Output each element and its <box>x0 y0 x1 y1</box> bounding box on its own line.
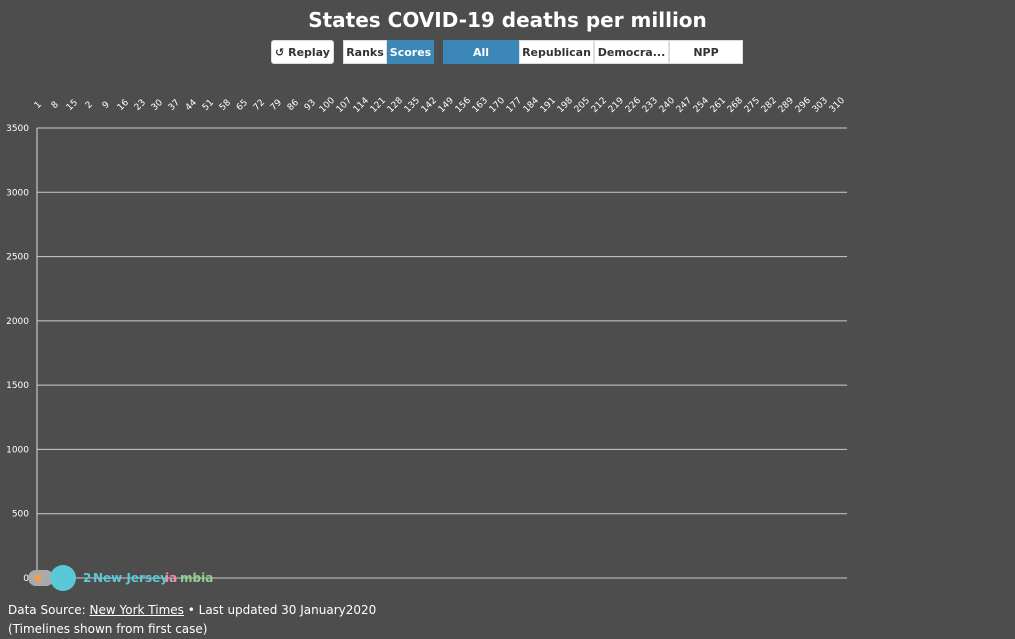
x-tick-label: 15 <box>65 98 80 113</box>
x-tick-label: 240 <box>658 96 677 115</box>
filter-republican[interactable]: Republican <box>519 40 594 64</box>
x-tick-label: 226 <box>624 96 643 115</box>
x-tick-label: 107 <box>335 96 354 115</box>
x-tick-label: 16 <box>116 98 131 113</box>
y-tick-label: 2500 <box>6 253 29 263</box>
x-tick-label: 275 <box>743 96 762 115</box>
x-tick-label: 282 <box>760 96 779 115</box>
x-tick-label: 1 <box>33 100 44 111</box>
x-tick-label: 2 <box>84 100 95 111</box>
y-tick-label: 1000 <box>6 445 29 455</box>
series-label: New Jersey <box>93 571 168 585</box>
x-tick-label: 205 <box>573 96 592 115</box>
scores-button[interactable]: Scores <box>387 40 434 64</box>
data-point <box>34 574 42 582</box>
x-tick-label: 219 <box>607 96 626 115</box>
y-tick-label: 3500 <box>6 124 29 134</box>
series-label: 2 <box>83 571 91 585</box>
x-tick-label: 303 <box>811 96 830 115</box>
x-tick-label: 233 <box>641 96 660 115</box>
source-link[interactable]: New York Times <box>89 603 184 617</box>
x-tick-label: 142 <box>420 96 439 115</box>
x-tick-label: 65 <box>235 98 250 113</box>
source-prefix: Data Source: <box>8 603 90 617</box>
series-label: mbia <box>180 571 213 585</box>
x-tick-label: 247 <box>675 96 694 115</box>
ranks-button[interactable]: Ranks <box>343 40 387 64</box>
x-tick-label: 212 <box>590 96 609 115</box>
x-tick-label: 58 <box>218 98 233 113</box>
x-tick-label: 30 <box>150 98 165 113</box>
x-tick-label: 114 <box>352 96 371 115</box>
footer-note: (Timelines shown from first case) <box>8 622 208 636</box>
x-tick-label: 86 <box>286 98 301 113</box>
x-tick-label: 149 <box>437 96 456 115</box>
x-tick-label: 44 <box>184 98 199 113</box>
x-tick-label: 72 <box>252 98 267 113</box>
x-tick-label: 128 <box>386 96 405 115</box>
replay-icon: ↺ <box>275 45 289 59</box>
x-tick-label: 177 <box>505 96 524 115</box>
x-tick-label: 163 <box>471 96 490 115</box>
x-tick-label: 289 <box>777 96 796 115</box>
last-updated: • Last updated 30 January2020 <box>183 603 377 617</box>
filter-all[interactable]: All <box>443 40 519 64</box>
x-tick-label: 156 <box>454 96 473 115</box>
x-tick-label: 37 <box>167 98 182 113</box>
x-tick-label: 184 <box>522 96 541 115</box>
replay-label: Replay <box>288 45 330 59</box>
x-tick-label: 121 <box>369 96 388 115</box>
x-tick-label: 198 <box>556 96 575 115</box>
x-tick-label: 191 <box>539 96 558 115</box>
x-tick-label: 310 <box>828 96 847 115</box>
filter-democrat[interactable]: Democra... <box>594 40 669 64</box>
x-tick-label: 51 <box>201 98 216 113</box>
x-tick-label: 9 <box>101 100 112 111</box>
x-tick-label: 93 <box>303 98 318 113</box>
data-point <box>50 565 76 591</box>
x-tick-label: 268 <box>726 96 745 115</box>
x-tick-label: 79 <box>269 98 284 113</box>
page-title: States COVID-19 deaths per million <box>308 8 707 32</box>
x-tick-label: 170 <box>488 96 507 115</box>
series-label: ia <box>165 571 177 585</box>
y-tick-label: 2000 <box>6 317 29 327</box>
x-tick-label: 8 <box>50 100 61 111</box>
filter-npp[interactable]: NPP <box>669 40 743 64</box>
x-tick-label: 261 <box>709 96 728 115</box>
x-tick-label: 23 <box>133 98 148 113</box>
x-tick-label: 296 <box>794 96 813 115</box>
y-tick-label: 3000 <box>6 188 29 198</box>
x-tick-label: 135 <box>403 96 422 115</box>
x-tick-label: 254 <box>692 96 711 115</box>
y-tick-label: 1500 <box>6 381 29 391</box>
x-tick-label: 100 <box>318 96 337 115</box>
y-tick-label: 500 <box>12 510 29 520</box>
y-tick-label: 0 <box>23 574 29 584</box>
footer: Data Source: New York Times • Last updat… <box>8 601 376 639</box>
replay-button[interactable]: ↺ Replay <box>271 40 334 64</box>
